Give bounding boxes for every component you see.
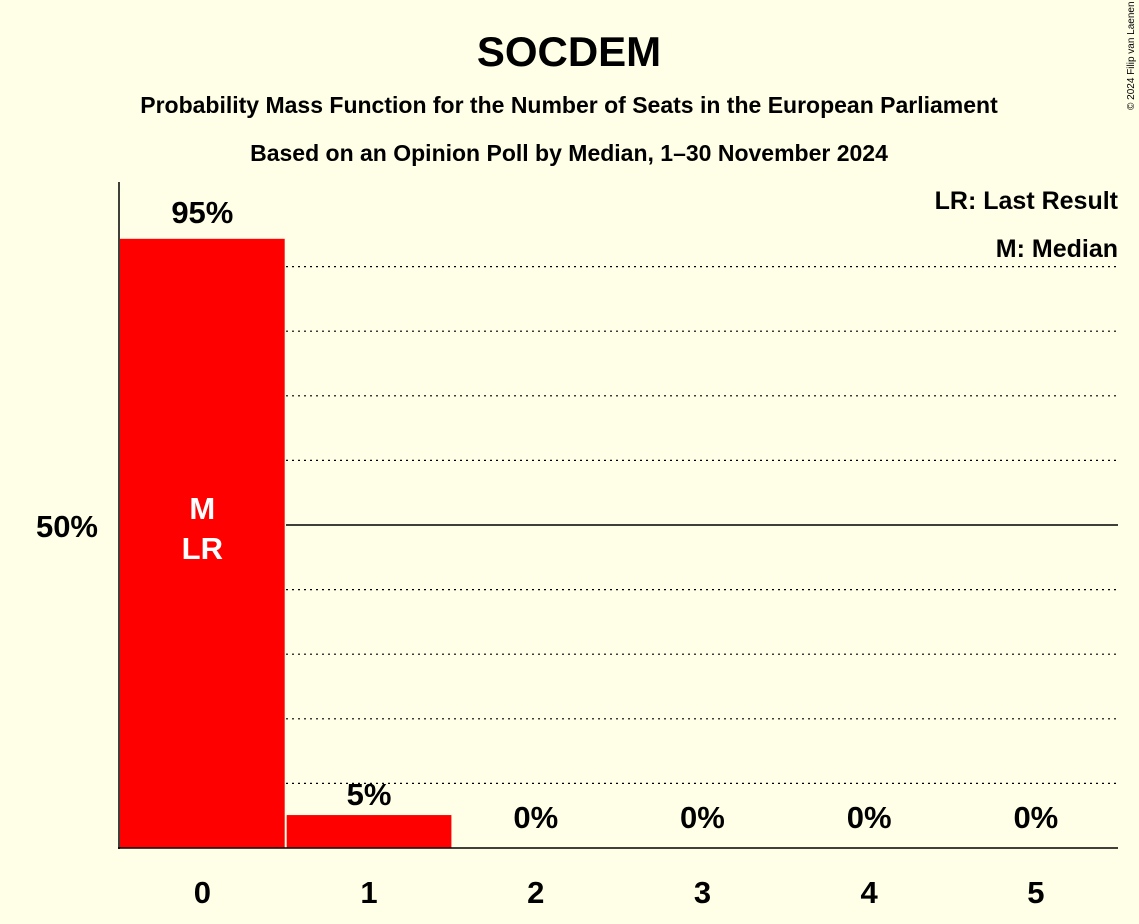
x-tick-label-5: 5 <box>1027 875 1044 910</box>
value-label-5: 0% <box>1013 800 1058 835</box>
value-label-2: 0% <box>513 800 558 835</box>
x-tick-label-1: 1 <box>360 875 377 910</box>
bar-annotation-lr: LR <box>182 531 223 566</box>
x-tick-label-4: 4 <box>861 875 879 910</box>
legend-median: M: Median <box>996 235 1118 263</box>
legend-last-result: LR: Last Result <box>935 187 1119 215</box>
bar-0 <box>120 238 285 848</box>
value-label-1: 5% <box>347 777 392 812</box>
chart-subtitle-2: Based on an Opinion Poll by Median, 1–30… <box>250 140 888 166</box>
bar-1 <box>286 815 452 848</box>
copyright: © 2024 Filip van Laenen <box>1126 1 1137 110</box>
value-label-0: 95% <box>171 195 233 230</box>
x-tick-label-2: 2 <box>527 875 544 910</box>
bar-annotation-m: M <box>189 491 215 526</box>
value-label-4: 0% <box>847 800 892 835</box>
chart-title: SOCDEM <box>477 28 661 75</box>
x-tick-label-3: 3 <box>694 875 711 910</box>
chart-subtitle: Probability Mass Function for the Number… <box>140 92 998 118</box>
x-tick-label-0: 0 <box>194 875 211 910</box>
value-label-3: 0% <box>680 800 725 835</box>
y-tick-label-50: 50% <box>36 509 98 544</box>
